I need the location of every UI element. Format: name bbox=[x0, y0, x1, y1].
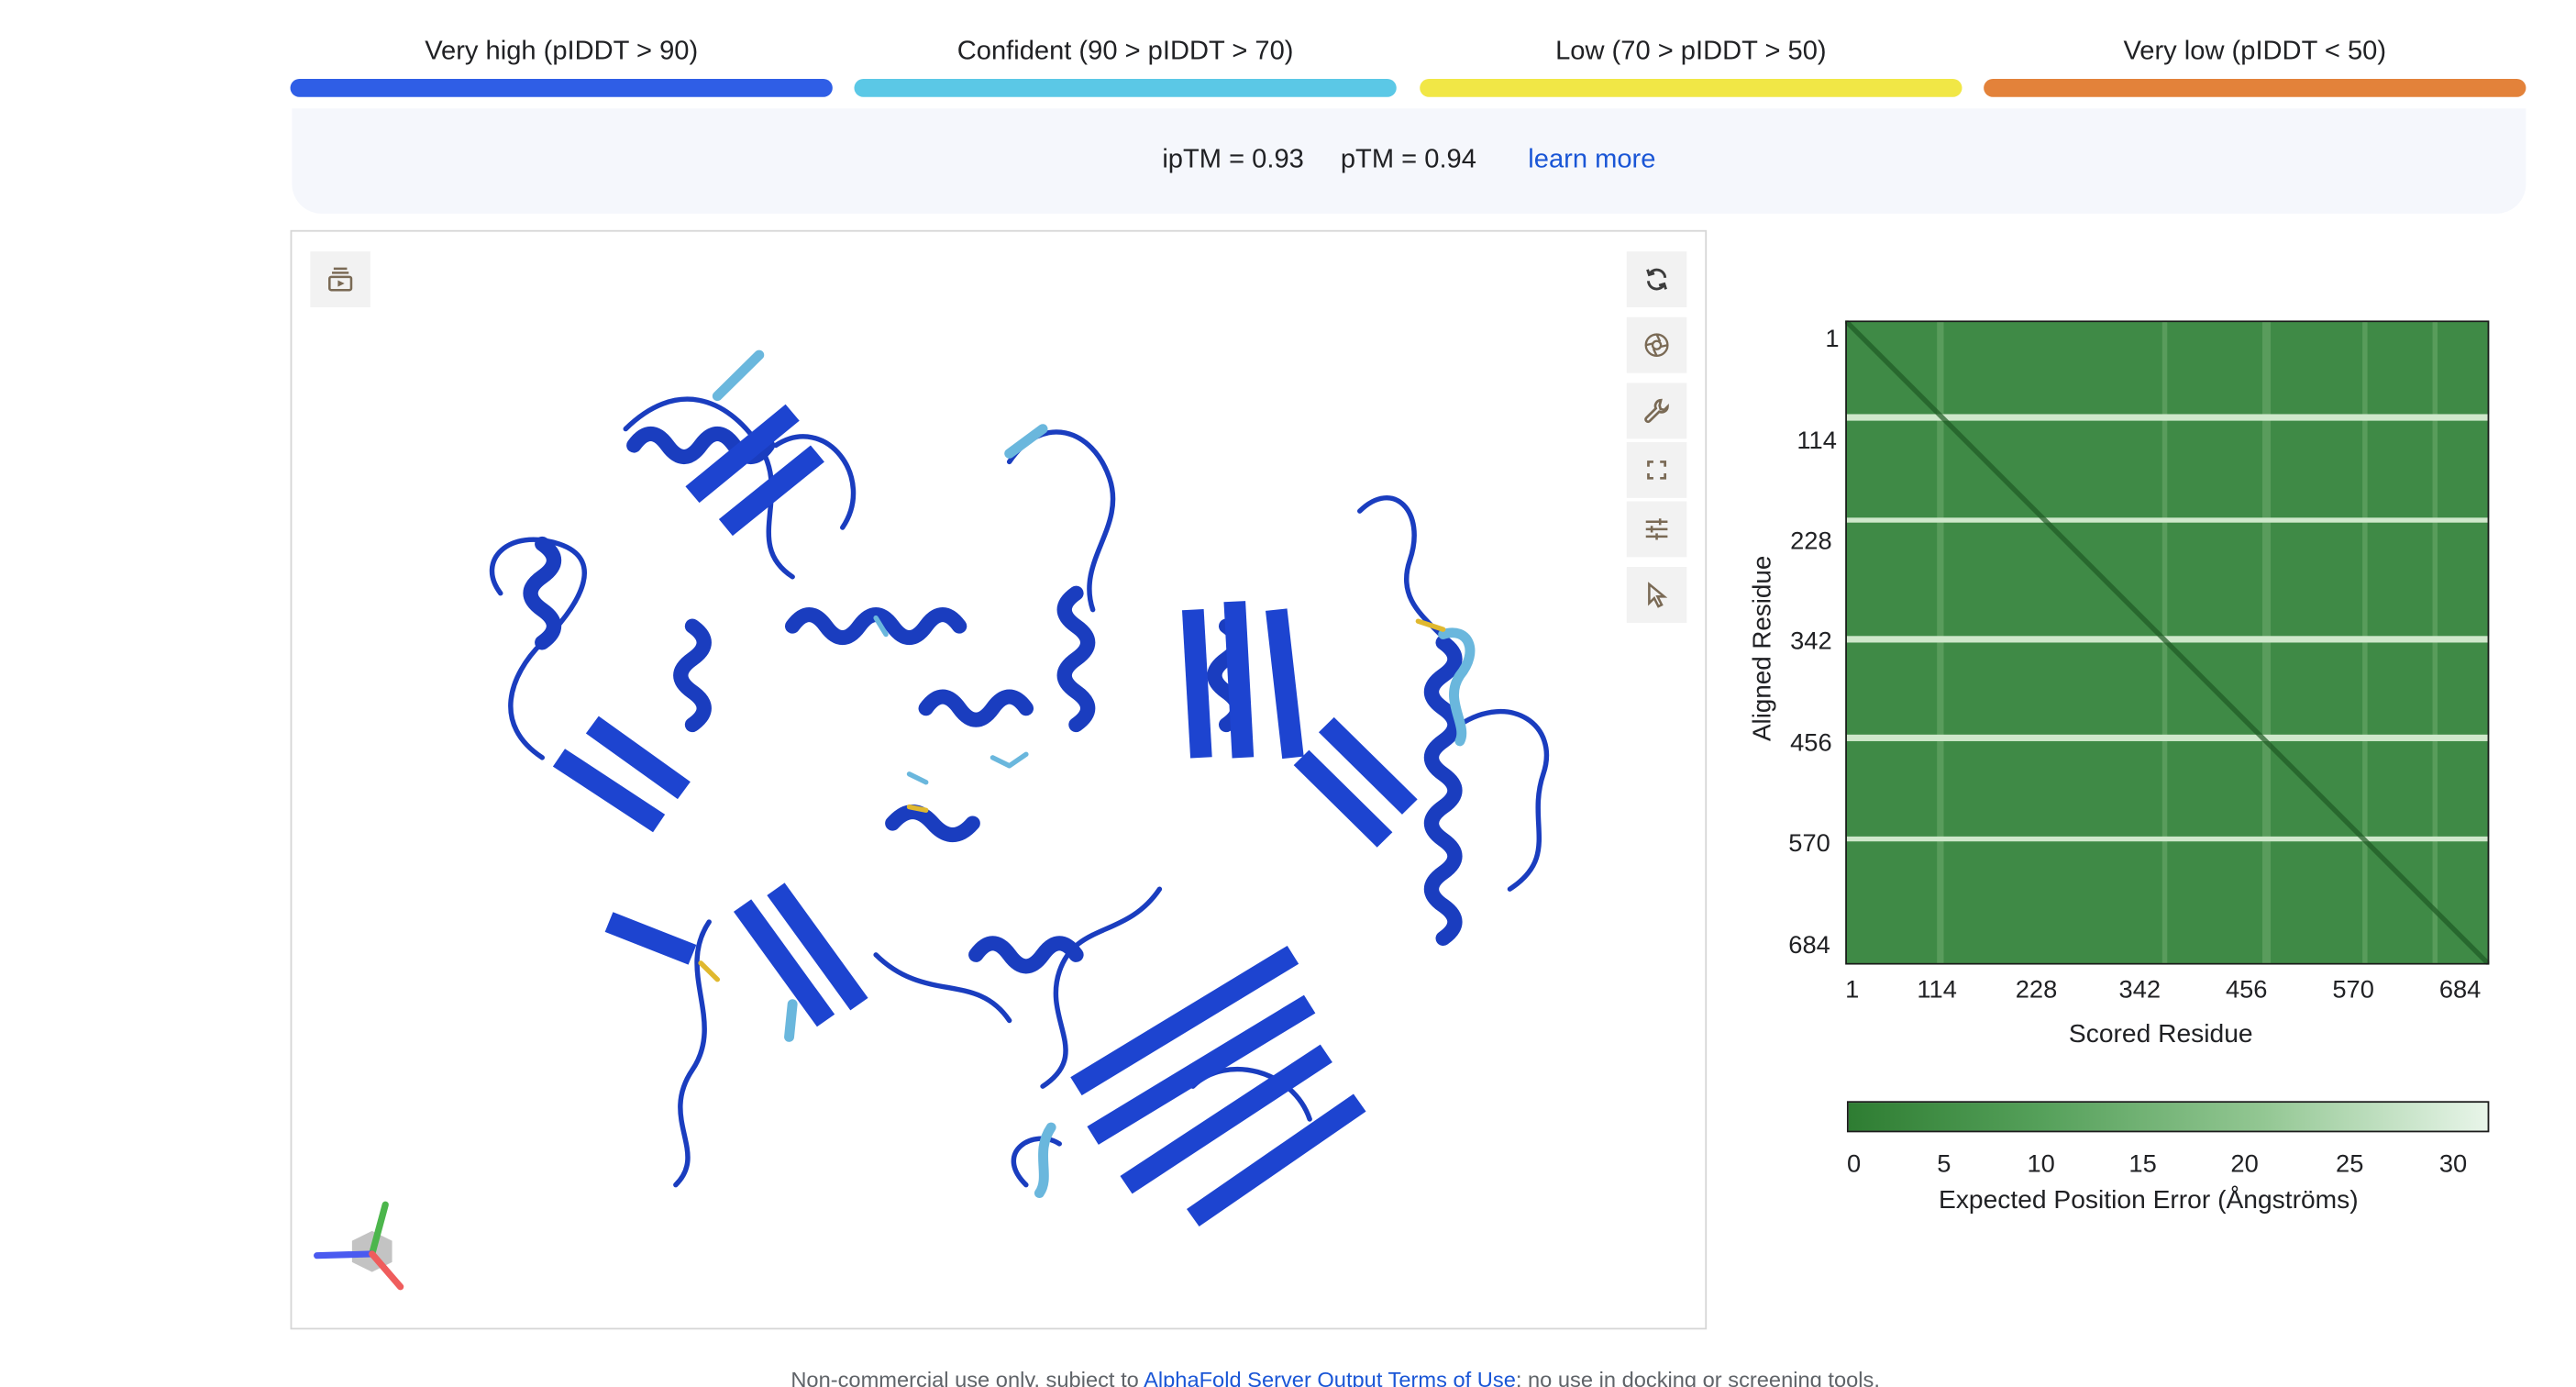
x-axis-title: Scored Residue bbox=[2068, 1020, 2253, 1049]
legend-bar-very-low bbox=[1984, 78, 2526, 97]
protein-structure[interactable] bbox=[292, 232, 1705, 1328]
play-sequence-icon bbox=[328, 267, 353, 292]
wrench-icon bbox=[1644, 398, 1669, 424]
colorbar-tick: 15 bbox=[2128, 1150, 2157, 1179]
snapshot-button[interactable] bbox=[1626, 316, 1687, 373]
colorbar-tick: 5 bbox=[1937, 1150, 1951, 1179]
pae-heatmap[interactable] bbox=[1845, 320, 2490, 965]
legend-bar-very-high bbox=[290, 78, 833, 97]
x-tick: 456 bbox=[2225, 976, 2268, 1004]
colorbar-tick: 0 bbox=[1846, 1150, 1862, 1179]
colorbar-tick: 20 bbox=[2230, 1150, 2259, 1179]
legend-bar-low bbox=[1420, 78, 1962, 97]
settings-sliders-icon bbox=[1645, 518, 1668, 540]
confidence-metrics: ipTM = 0.93 pTM = 0.94 learn more bbox=[292, 108, 2526, 214]
legend-label: Confident (90 > pIDDT > 70) bbox=[956, 38, 1294, 66]
terms-link[interactable]: AlphaFold Server Output Terms of Use bbox=[1144, 1367, 1516, 1387]
legend-label: Low (70 > pIDDT > 50) bbox=[1555, 38, 1827, 66]
x-tick: 1 bbox=[1845, 976, 1860, 1004]
structure-viewer[interactable] bbox=[290, 229, 1708, 1330]
x-tick: 684 bbox=[2438, 976, 2482, 1004]
iptm-value: ipTM = 0.93 bbox=[1162, 146, 1304, 174]
legend-very-high: Very high (pIDDT > 90) bbox=[290, 36, 833, 97]
colorbar-tick: 10 bbox=[2027, 1150, 2055, 1179]
terms-notice: Non-commercial use only, subject to Alph… bbox=[790, 1368, 1880, 1387]
rotate-icon bbox=[1646, 268, 1667, 291]
settings-button[interactable] bbox=[1626, 501, 1687, 558]
pae-colorbar bbox=[1846, 1101, 2490, 1133]
terms-text-before: Non-commercial use only, subject to bbox=[790, 1367, 1139, 1387]
play-sequence-button[interactable] bbox=[310, 251, 370, 308]
legend-bar-confident bbox=[854, 78, 1397, 97]
y-tick: 456 bbox=[1790, 729, 1832, 758]
y-axis-title: Aligned Residue bbox=[1748, 555, 1777, 741]
terms-text-after: ; no use in docking or screening tools. bbox=[1515, 1367, 1880, 1387]
y-tick: 1 bbox=[1825, 325, 1840, 354]
colorbar-title: Expected Position Error (Ångströms) bbox=[1939, 1186, 2359, 1215]
x-tick: 114 bbox=[1917, 976, 1957, 1004]
y-tick: 228 bbox=[1790, 527, 1832, 556]
y-tick: 684 bbox=[1788, 931, 1830, 960]
y-tick: 342 bbox=[1790, 627, 1832, 656]
select-mode-button[interactable] bbox=[1626, 567, 1687, 623]
colorbar-tick: 30 bbox=[2438, 1150, 2468, 1179]
pae-plot: 1 114 228 342 456 570 684 1 114 228 342 … bbox=[1735, 295, 2570, 1248]
snapshot-icon bbox=[1644, 333, 1669, 358]
fullscreen-icon bbox=[1647, 460, 1667, 480]
x-tick: 228 bbox=[2015, 976, 2058, 1004]
y-tick: 570 bbox=[1788, 829, 1830, 859]
legend-label: Very low (pIDDT < 50) bbox=[2123, 38, 2387, 66]
colorbar-tick: 25 bbox=[2336, 1150, 2364, 1179]
pointer-icon bbox=[1648, 582, 1668, 608]
x-tick: 570 bbox=[2332, 976, 2374, 1004]
legend-label: Very high (pIDDT > 90) bbox=[425, 38, 699, 66]
learn-more-link[interactable]: learn more bbox=[1528, 146, 1656, 174]
legend-very-low: Very low (pIDDT < 50) bbox=[1984, 36, 2526, 97]
fullscreen-button[interactable] bbox=[1626, 441, 1687, 498]
axis-orientation-icon bbox=[314, 1201, 404, 1291]
ptm-value: pTM = 0.94 bbox=[1340, 146, 1476, 174]
rotate-button[interactable] bbox=[1626, 251, 1687, 308]
x-tick: 342 bbox=[2118, 976, 2161, 1004]
legend-confident: Confident (90 > pIDDT > 70) bbox=[854, 36, 1397, 97]
y-tick: 114 bbox=[1797, 427, 1837, 456]
legend-low: Low (70 > pIDDT > 50) bbox=[1420, 36, 1962, 97]
tools-button[interactable] bbox=[1626, 383, 1687, 439]
